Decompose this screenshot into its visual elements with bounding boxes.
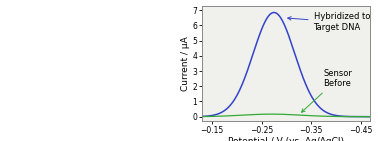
Y-axis label: Current / μA: Current / μA bbox=[181, 36, 191, 91]
Text: Sensor
Before: Sensor Before bbox=[302, 69, 352, 112]
Text: Hybridized to
Target DNA: Hybridized to Target DNA bbox=[288, 13, 370, 32]
X-axis label: Potential / V (vs. Ag/AgCl): Potential / V (vs. Ag/AgCl) bbox=[228, 137, 344, 141]
